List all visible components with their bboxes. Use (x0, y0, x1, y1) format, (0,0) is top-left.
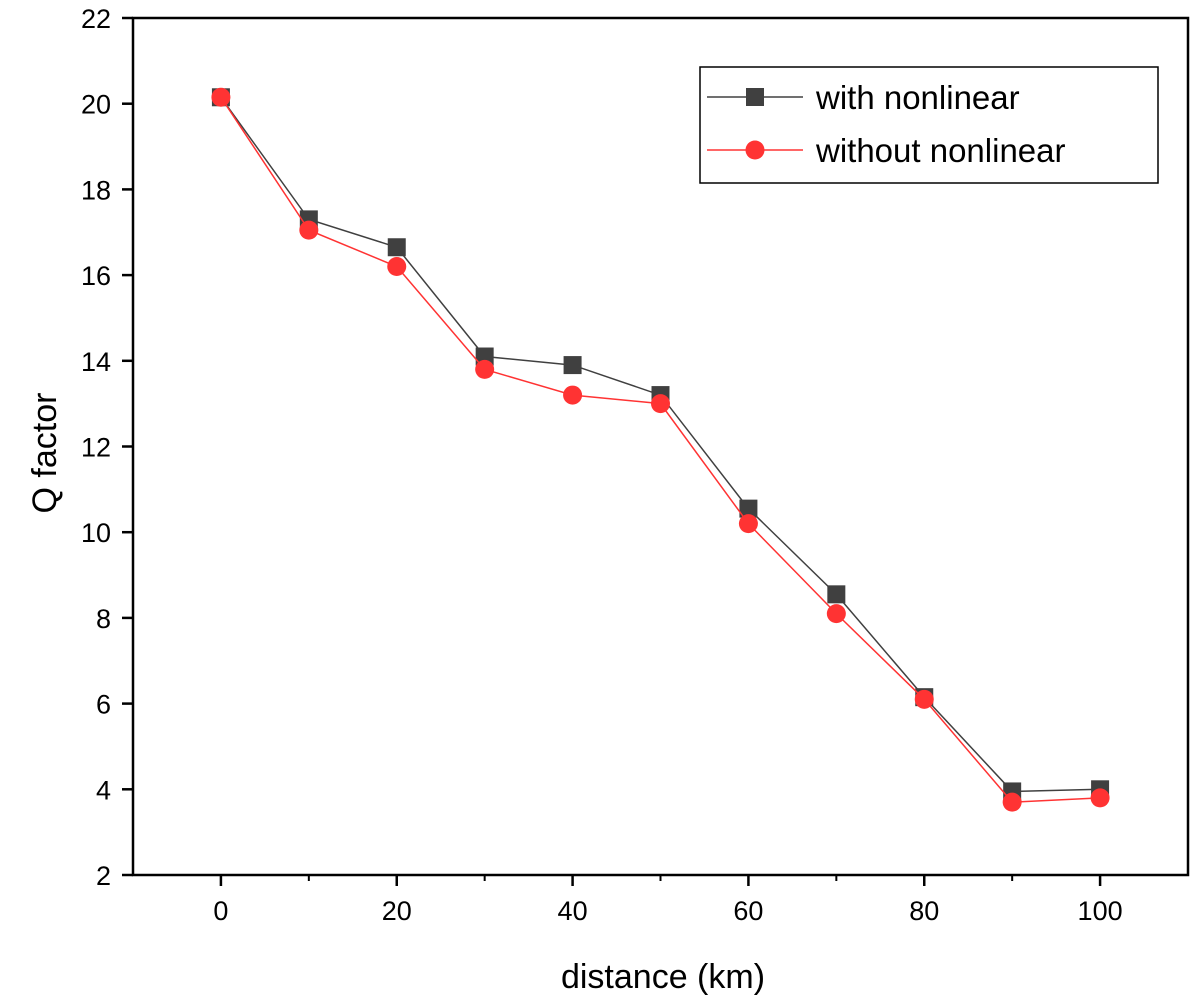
x-tick-label: 100 (1078, 896, 1123, 926)
data-point-without-nonlinear (738, 514, 758, 534)
series-line-with-nonlinear (220, 96, 1101, 793)
data-point-without-nonlinear (211, 87, 231, 107)
legend-label-without-nonlinear: without nonlinear (815, 132, 1066, 169)
y-tick-label: 18 (81, 175, 111, 205)
data-point-without-nonlinear (563, 385, 583, 405)
data-point-with-nonlinear (739, 499, 758, 518)
y-tick-label: 16 (81, 261, 111, 291)
data-point-without-nonlinear (299, 220, 319, 240)
y-tick-label: 6 (96, 690, 111, 720)
y-tick-label: 4 (96, 775, 111, 805)
x-tick-label: 80 (909, 896, 939, 926)
x-tick-label: 60 (733, 896, 763, 926)
data-point-without-nonlinear (387, 257, 407, 277)
y-tick-label: 8 (96, 604, 111, 634)
axes: 0 20 40 60 80 100 2 4 6 8 10 12 14 16 18 20 22 (81, 4, 1190, 926)
data-point-with-nonlinear (563, 356, 582, 375)
plot-area (211, 87, 1110, 812)
y-tick-label: 20 (81, 90, 111, 120)
y-axis-title: Q factor (26, 393, 64, 514)
x-tick-label: 40 (558, 896, 588, 926)
legend: with nonlinear without nonlinear (699, 66, 1159, 184)
y-tick-label: 2 (96, 861, 111, 891)
y-tick-label: 14 (81, 347, 111, 377)
data-point-without-nonlinear (914, 689, 934, 709)
y-tick-label: 22 (81, 4, 111, 34)
legend-marker-with-nonlinear (746, 88, 764, 106)
data-point-without-nonlinear (1002, 792, 1022, 812)
legend-marker-without-nonlinear (745, 140, 765, 160)
x-tick-label: 0 (213, 896, 228, 926)
y-tick-label: 10 (81, 518, 111, 548)
data-point-without-nonlinear (826, 604, 846, 624)
x-tick-label: 20 (382, 896, 412, 926)
y-tick-label: 12 (81, 433, 111, 463)
x-axis-title: distance (km) (561, 958, 765, 996)
data-point-without-nonlinear (475, 359, 495, 379)
legend-box (699, 66, 1159, 184)
data-point-without-nonlinear (651, 394, 670, 414)
data-point-without-nonlinear (1090, 788, 1110, 808)
legend-label-with-nonlinear: with nonlinear (815, 79, 1020, 116)
data-point-with-nonlinear (827, 585, 846, 604)
data-point-with-nonlinear (387, 238, 406, 257)
series-line-without-nonlinear (220, 96, 1101, 803)
